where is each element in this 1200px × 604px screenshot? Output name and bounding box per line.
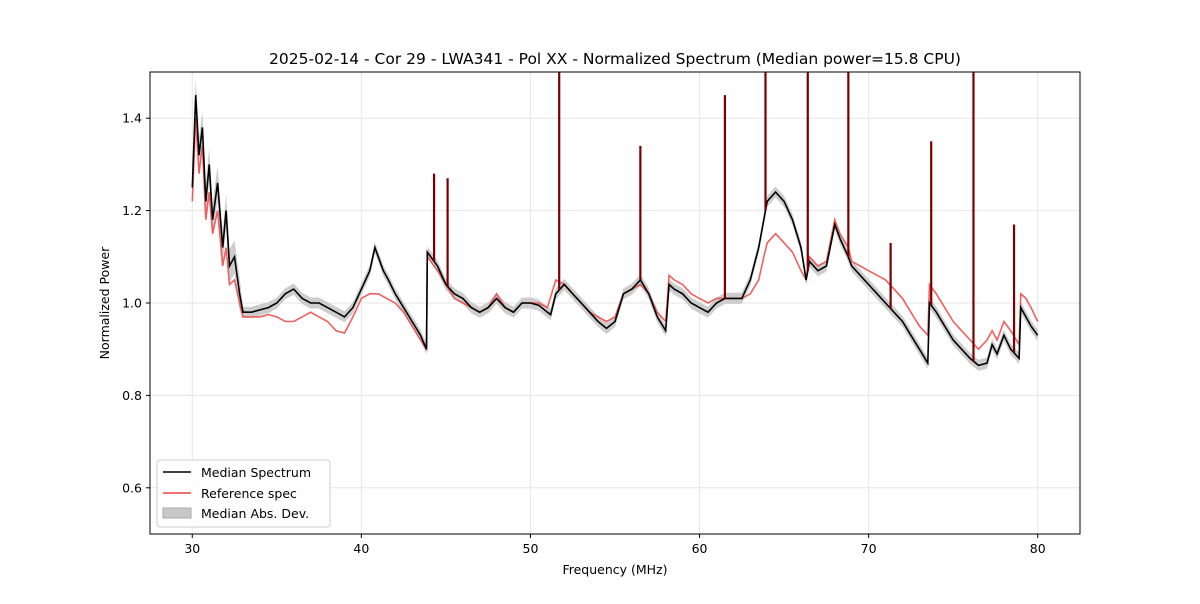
legend: Median Spectrum Reference spec Median Ab… xyxy=(156,459,331,528)
x-axis-ticks: 30 40 50 60 70 80 xyxy=(184,534,1046,556)
x-axis-label: Frequency (MHz) xyxy=(562,562,667,577)
y-axis-label: Normalized Power xyxy=(97,246,112,360)
y-tick-label: 1.2 xyxy=(122,203,142,218)
x-tick-label: 50 xyxy=(523,541,539,556)
y-axis-ticks: 0.6 0.8 1.0 1.2 1.4 xyxy=(122,111,150,495)
x-tick-label: 60 xyxy=(692,541,708,556)
x-tick-label: 30 xyxy=(184,541,200,556)
legend-label-mad: Median Abs. Dev. xyxy=(201,506,309,521)
x-tick-label: 40 xyxy=(353,541,369,556)
y-tick-label: 0.6 xyxy=(122,480,142,495)
y-tick-label: 1.0 xyxy=(122,296,142,311)
series-line-median xyxy=(191,95,1039,367)
x-tick-label: 80 xyxy=(1030,541,1046,556)
legend-box xyxy=(156,459,331,528)
legend-label-reference: Reference spec xyxy=(201,486,297,501)
plot-area xyxy=(191,72,1039,371)
y-tick-label: 1.4 xyxy=(122,111,142,126)
x-tick-label: 70 xyxy=(861,541,877,556)
legend-label-median: Median Spectrum xyxy=(201,465,311,480)
series-line-reference xyxy=(191,118,1039,352)
y-tick-label: 0.8 xyxy=(122,388,142,403)
mad-band xyxy=(192,78,1038,371)
chart-title: 2025-02-14 - Cor 29 - LWA341 - Pol XX - … xyxy=(269,50,961,68)
legend-swatch-mad xyxy=(162,507,192,519)
